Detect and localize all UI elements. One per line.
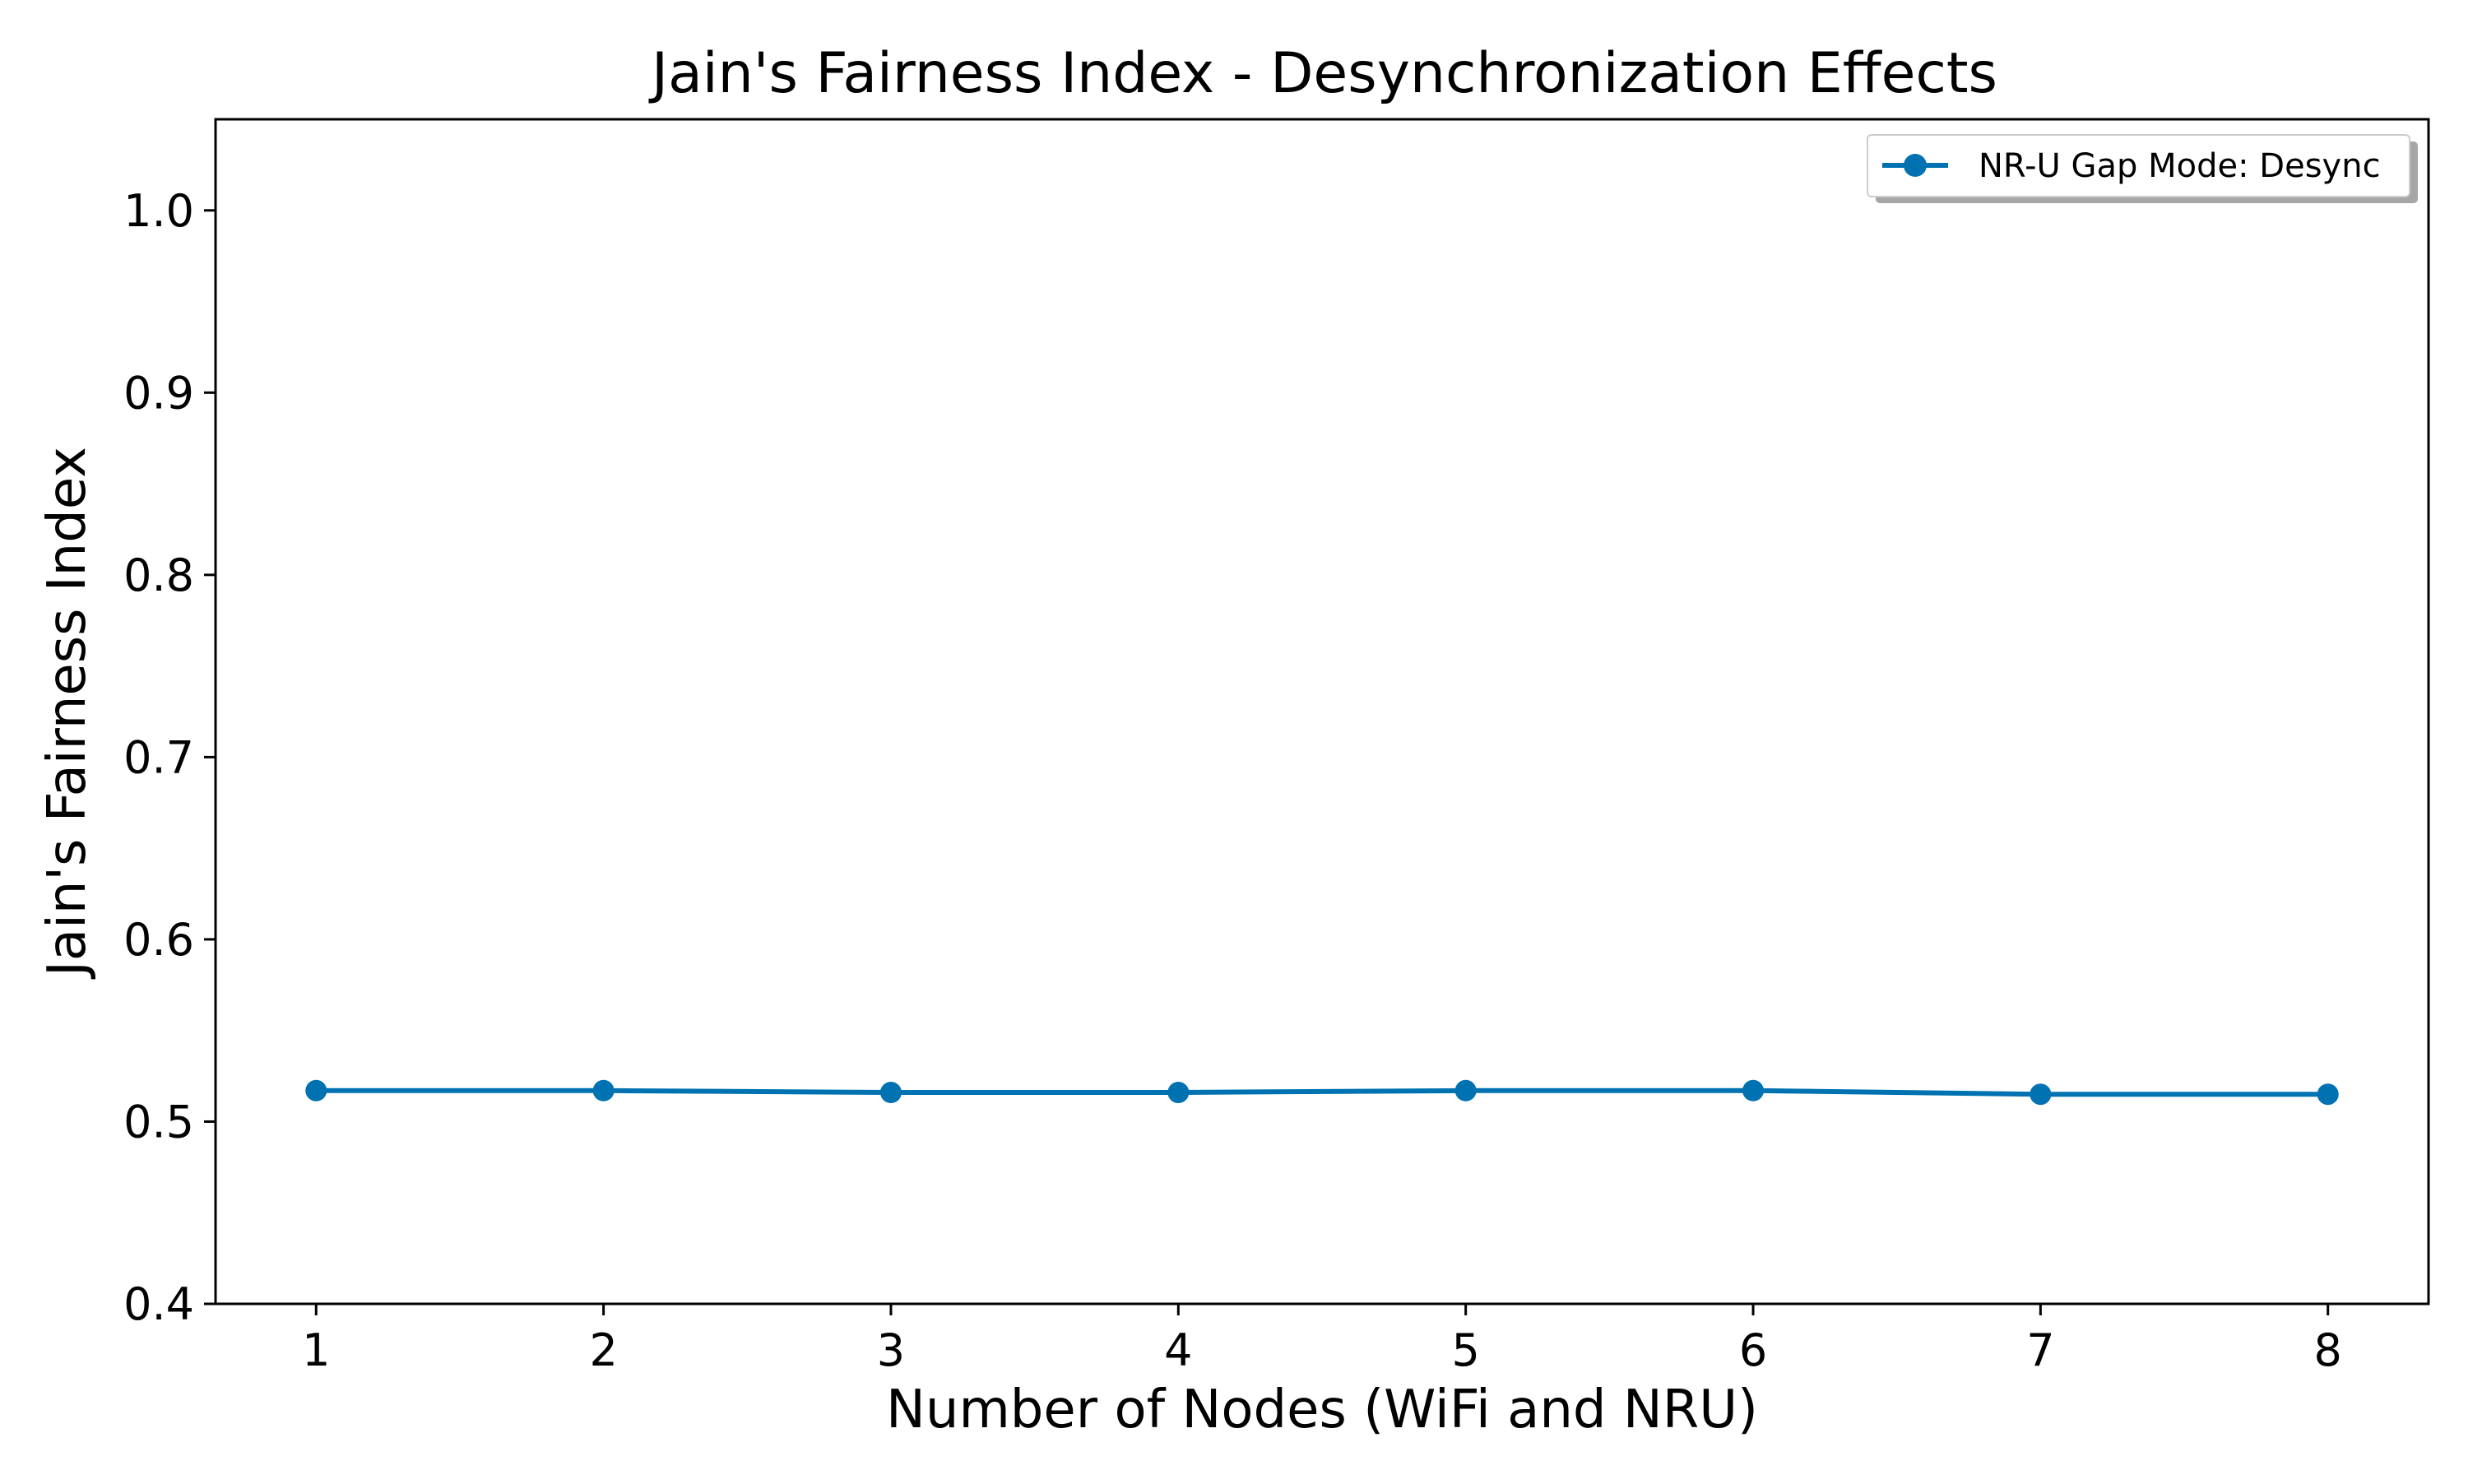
y-tick-label: 0.5 [123, 1096, 194, 1148]
legend-box [1867, 134, 2410, 197]
legend-label: NR-U Gap Mode: Desync [1979, 147, 2381, 185]
y-tick-label: 0.8 [123, 550, 194, 601]
plot-frame [214, 118, 2430, 1305]
series-layer [305, 1079, 2339, 1106]
y-tick-label: 0.9 [123, 367, 194, 419]
data-point [1167, 1082, 1190, 1104]
y-tick-label: 0.4 [123, 1278, 194, 1330]
y-axis-ticks: 0.4 0.5 0.6 0.7 0.8 0.9 1.0 [123, 185, 216, 1330]
x-axis-ticks: 1 2 3 4 5 6 7 8 [302, 1304, 2342, 1376]
x-axis-label: Number of Nodes (WiFi and NRU) [886, 1380, 1758, 1440]
data-point [879, 1082, 902, 1104]
chart-title: Jain's Fairness Index - Desynchronizatio… [648, 41, 1997, 106]
x-tick-label: 7 [2026, 1324, 2054, 1376]
x-tick-label: 3 [877, 1324, 905, 1376]
x-tick-label: 2 [589, 1324, 617, 1376]
data-point [305, 1079, 327, 1101]
data-point [2030, 1083, 2052, 1106]
legend: NR-U Gap Mode: Desync [1867, 134, 2418, 203]
y-tick-label: 1.0 [123, 185, 194, 237]
plot-area: 0.4 0.5 0.6 0.7 0.8 0.9 1.0 1 2 3 4 5 6 7 8 [123, 118, 2430, 1376]
data-point [592, 1079, 615, 1101]
x-tick-label: 6 [1739, 1324, 1767, 1376]
series-line [313, 1087, 2331, 1097]
x-tick-label: 5 [1451, 1324, 1479, 1376]
legend-marker-swatch [1904, 154, 1927, 177]
x-tick-label: 4 [1164, 1324, 1192, 1376]
x-tick-label: 8 [2314, 1324, 2342, 1376]
data-point [2317, 1083, 2339, 1106]
data-point [1742, 1079, 1765, 1101]
y-axis-label: Jain's Fairness Index [37, 447, 98, 980]
y-tick-label: 0.7 [123, 731, 194, 783]
data-point [1454, 1079, 1477, 1101]
x-tick-label: 1 [302, 1324, 330, 1376]
y-tick-label: 0.6 [123, 914, 194, 966]
